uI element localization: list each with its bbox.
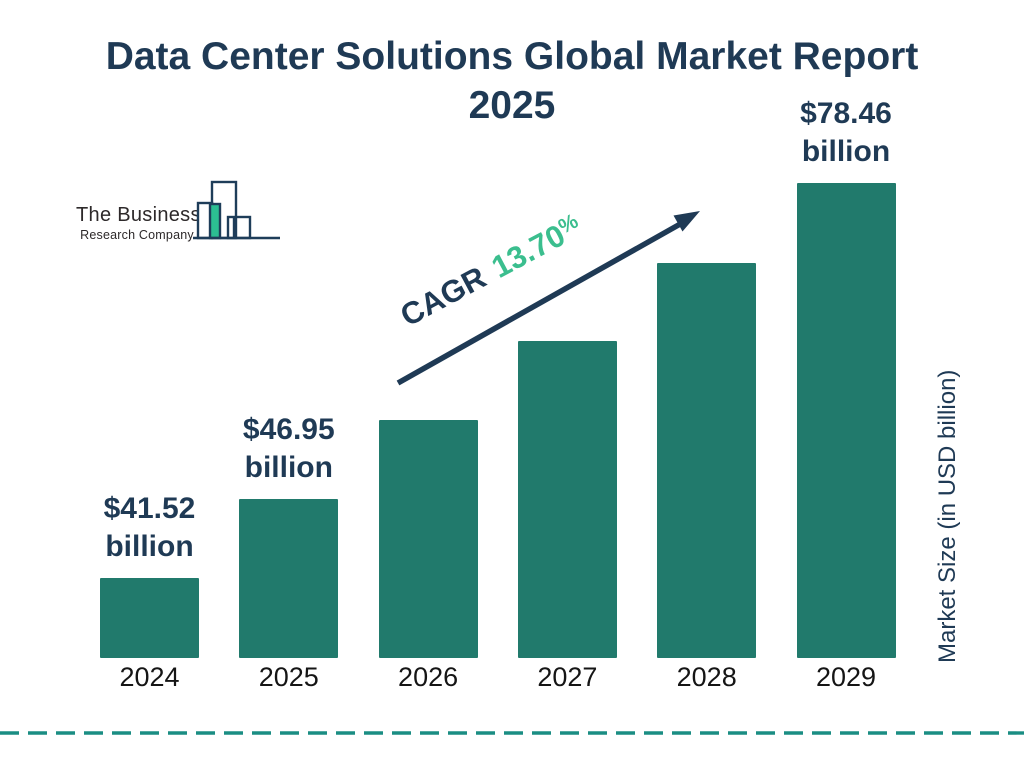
value-amount: $41.52	[103, 492, 196, 525]
bar-value-label-2029: $78.46 billion	[751, 95, 941, 171]
cagr-label: CAGR	[394, 259, 492, 334]
x-tick-2027: 2027	[537, 662, 598, 692]
company-name-secondary: Research Company	[80, 228, 194, 242]
y-axis-label: Market Size (in USD billion)	[934, 369, 961, 663]
x-tick-2026: 2026	[398, 662, 459, 692]
page-title: Data Center Solutions Global Market Repo…	[0, 32, 1024, 130]
bar-value-label-2024: $41.52 billion	[55, 490, 245, 566]
x-tick-2029: 2029	[815, 662, 877, 692]
bar-2025	[239, 499, 339, 658]
cagr-annotation: CAGR13.70%	[395, 194, 617, 337]
bar-chart-logo-icon	[193, 180, 283, 247]
cagr-value: 13.70	[485, 217, 571, 285]
company-name: The Business	[76, 204, 201, 226]
bar-2028	[657, 263, 757, 658]
x-tick-2028: 2028	[676, 662, 737, 692]
bar-2029	[796, 183, 896, 658]
value-unit: billion	[244, 451, 333, 484]
bar-2027	[517, 341, 617, 658]
company-logo-text: The Business Research Company	[76, 204, 201, 242]
bar-2024	[100, 578, 199, 658]
x-tick-2024: 2024	[119, 662, 180, 692]
value-amount: $46.95	[242, 413, 335, 446]
page-title-line2: 2025	[468, 84, 556, 127]
value-unit: billion	[105, 530, 194, 563]
company-logo: The Business Research Company	[70, 178, 300, 248]
value-unit: billion	[801, 135, 891, 168]
bottom-dashed-divider	[0, 731, 1024, 735]
x-tick-2025: 2025	[258, 662, 319, 692]
bar-value-label-2025: $46.95 billion	[194, 411, 384, 487]
value-amount: $78.46	[800, 97, 892, 130]
bar-2026	[378, 420, 478, 658]
page-title-line1: Data Center Solutions Global Market Repo…	[105, 35, 919, 78]
